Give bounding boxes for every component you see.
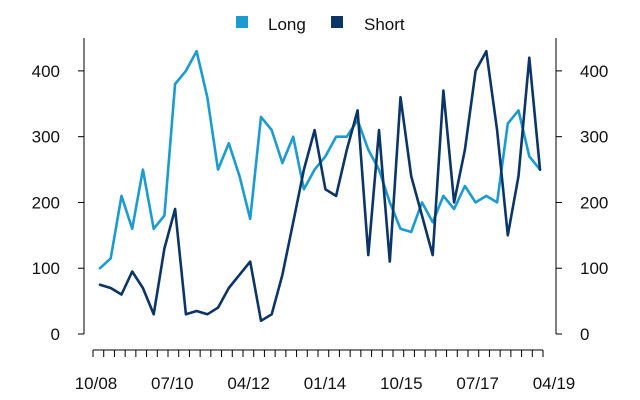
y-tick-label-right: 300 xyxy=(580,128,608,147)
legend: Long Short xyxy=(236,15,405,34)
x-tick-label: 04/19 xyxy=(533,374,576,393)
y-tick-label-left: 0 xyxy=(51,325,60,344)
y-tick-label-right: 200 xyxy=(580,193,608,212)
legend-label-long: Long xyxy=(268,15,306,34)
y-tick-label-right: 400 xyxy=(580,62,608,81)
y-tick-label-right: 0 xyxy=(580,325,589,344)
y-tick-label-left: 300 xyxy=(32,128,60,147)
x-tick-label: 10/15 xyxy=(380,374,423,393)
y-tick-label-left: 100 xyxy=(32,259,60,278)
legend-swatch-short xyxy=(331,16,343,28)
x-tick-label: 01/14 xyxy=(304,374,347,393)
legend-label-short: Short xyxy=(364,15,405,34)
y-tick-label-left: 400 xyxy=(32,62,60,81)
x-tick-label: 07/10 xyxy=(151,374,194,393)
x-tick-label: 07/17 xyxy=(456,374,499,393)
series-line-short xyxy=(98,49,542,323)
legend-swatch-long xyxy=(236,16,248,28)
x-tick-label: 10/08 xyxy=(75,374,118,393)
x-tick-label: 04/12 xyxy=(227,374,270,393)
y-tick-label-right: 100 xyxy=(580,259,608,278)
y-tick-label-left: 200 xyxy=(32,193,60,212)
